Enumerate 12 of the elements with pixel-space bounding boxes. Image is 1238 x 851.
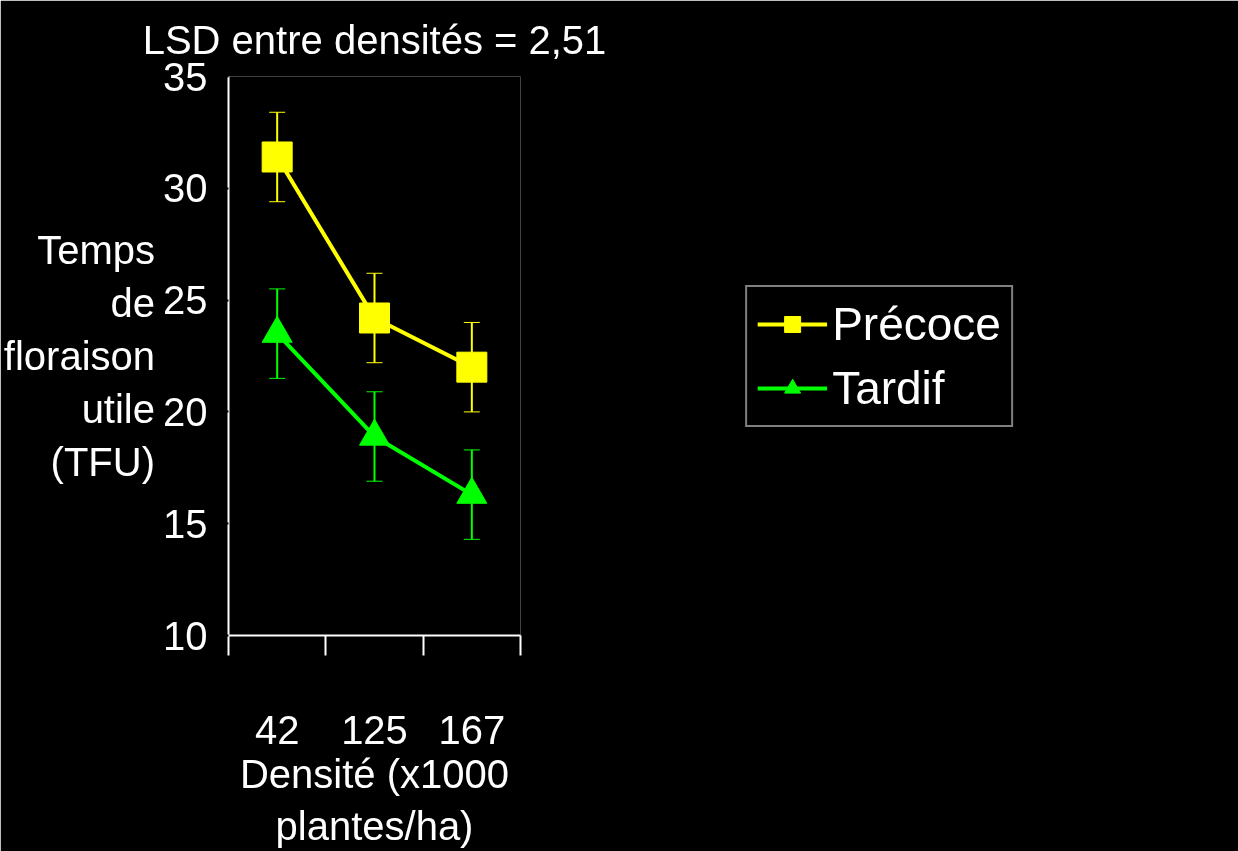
y-tick-label: 25 [163, 278, 208, 323]
x-tick-label: 125 [341, 707, 408, 752]
x-tick-label: 42 [254, 707, 300, 752]
x-tick-label: 167 [438, 707, 506, 752]
y-tick-label: 30 [163, 166, 208, 211]
x-axis-title: Densité (x1000 plantes/ha) [239, 751, 510, 849]
y-axis-title: Temps de floraison utile (TFU) [3, 228, 156, 484]
y-tick-label: 15 [163, 501, 208, 546]
y-tick-label: 20 [163, 389, 208, 434]
y-tick-label: 10 [163, 613, 208, 658]
legend-label: Tardif [832, 360, 945, 415]
legend-label: Précoce [832, 296, 1001, 351]
